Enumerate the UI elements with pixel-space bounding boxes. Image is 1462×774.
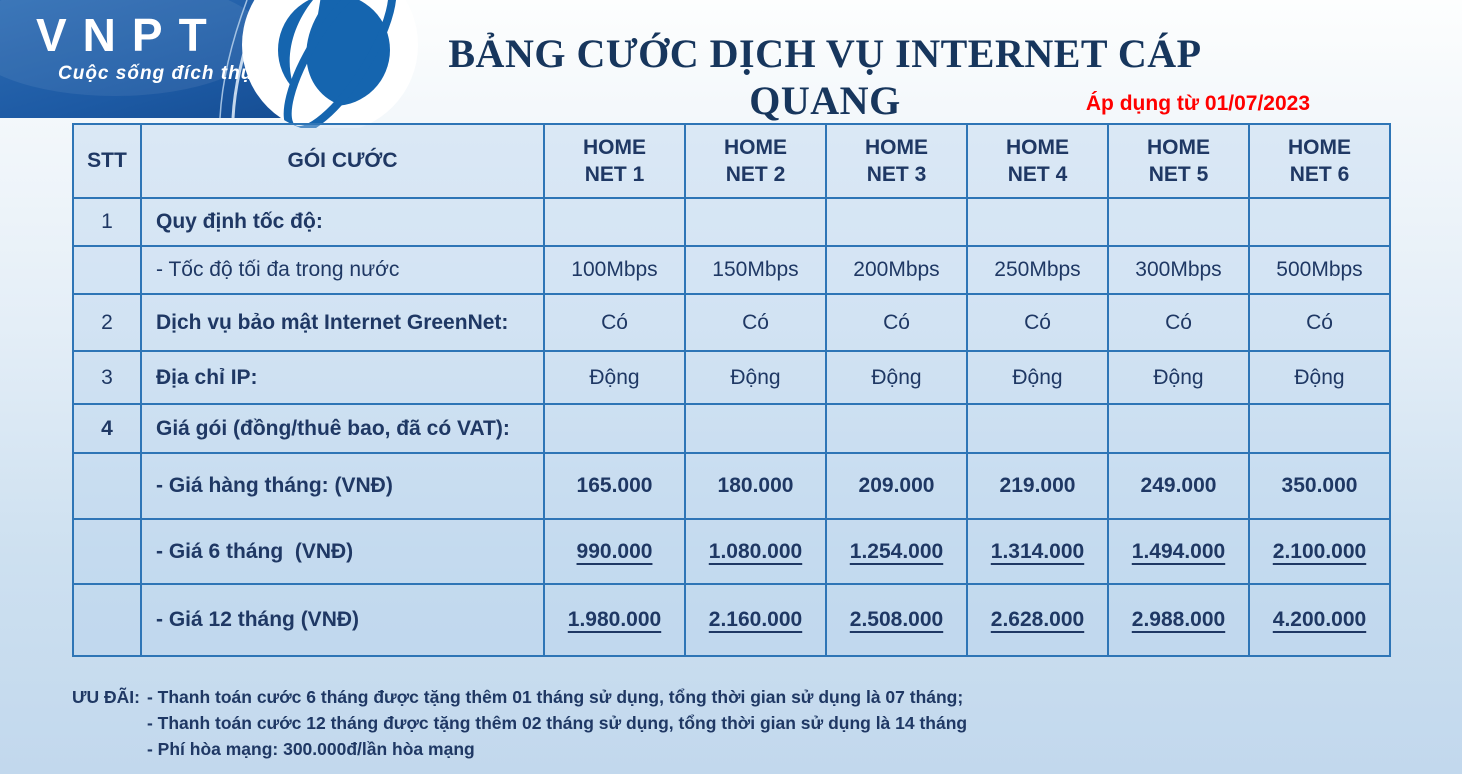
vnpt-globe-icon [278, 0, 397, 128]
cell-label: - Giá hàng tháng: (VNĐ) [140, 452, 545, 520]
brand-tagline: Cuộc sống đích thực [58, 63, 267, 84]
column-header-plan-6: HOME NET 6 [1248, 123, 1391, 199]
pricing-table: STT GÓI CƯỚC HOME NET 1 HOME NET 2 HOME NET 3… [72, 123, 1391, 657]
cell-value: 1.980.000 [543, 583, 686, 657]
banner-graphic [0, 0, 418, 128]
cell-value: Có [966, 293, 1109, 352]
page-title: BẢNG CƯỚC DỊCH VỤ INTERNET CÁP QUANG [448, 31, 1202, 123]
cell-stt: 1 [72, 197, 142, 247]
promo-note-line: - Phí hòa mạng: 300.000đ/lần hòa mạng [146, 739, 475, 759]
cell-value: Động [1248, 350, 1391, 405]
cell-value: 150Mbps [684, 245, 827, 295]
column-header-plan-4: HOME NET 4 [966, 123, 1109, 199]
cell-value: 300Mbps [1107, 245, 1250, 295]
cell-value: 2.508.000 [825, 583, 968, 657]
promo-note-line: - Thanh toán cước 6 tháng được tặng thêm… [146, 687, 964, 707]
cell-stt [72, 583, 142, 657]
table-row: 1 Quy định tốc độ: [72, 197, 1391, 247]
cell-value: 4.200.000 [1248, 583, 1391, 657]
cell-stt [72, 518, 142, 585]
cell-value: 1.314.000 [966, 518, 1109, 585]
cell-value [684, 403, 827, 454]
cell-value: Động [966, 350, 1109, 405]
cell-value: Động [1107, 350, 1250, 405]
cell-value: Có [1248, 293, 1391, 352]
cell-value: Có [825, 293, 968, 352]
table-row: - Giá 6 tháng (VNĐ) 990.000 1.080.000 1.254… [72, 518, 1391, 585]
cell-value [1248, 197, 1391, 247]
cell-value [825, 197, 968, 247]
promo-notes: ƯU ĐÃI: - Thanh toán cước 6 tháng được t… [72, 684, 967, 762]
cell-value: 250Mbps [966, 245, 1109, 295]
cell-label: - Giá 12 tháng (VNĐ) [140, 583, 545, 657]
cell-value: 500Mbps [1248, 245, 1391, 295]
column-header-stt: STT [72, 123, 142, 199]
cell-value: 350.000 [1248, 452, 1391, 520]
table-header-row: STT GÓI CƯỚC HOME NET 1 HOME NET 2 HOME NET 3… [72, 123, 1391, 199]
cell-value [966, 403, 1109, 454]
cell-value: Động [543, 350, 686, 405]
cell-value: 219.000 [966, 452, 1109, 520]
cell-value [543, 403, 686, 454]
promo-label: ƯU ĐÃI: [72, 687, 140, 707]
cell-value [1107, 403, 1250, 454]
cell-value: 2.628.000 [966, 583, 1109, 657]
cell-value: Có [684, 293, 827, 352]
cell-value: Có [543, 293, 686, 352]
cell-label: Địa chỉ IP: [140, 350, 545, 405]
cell-value: 2.988.000 [1107, 583, 1250, 657]
promo-note-line: - Thanh toán cước 12 tháng được tặng thê… [146, 713, 968, 733]
table-row: 4 Giá gói (đồng/thuê bao, đã có VAT): [72, 403, 1391, 454]
cell-value: Có [1107, 293, 1250, 352]
cell-value [1248, 403, 1391, 454]
vnpt-logo-text: VNPT [36, 9, 223, 61]
cell-label: - Giá 6 tháng (VNĐ) [140, 518, 545, 585]
cell-value: 1.080.000 [684, 518, 827, 585]
column-header-plan-3: HOME NET 3 [825, 123, 968, 199]
table-row: - Giá 12 tháng (VNĐ) 1.980.000 2.160.000 2.… [72, 583, 1391, 657]
cell-value: 1.254.000 [825, 518, 968, 585]
cell-stt: 4 [72, 403, 142, 454]
cell-value: 180.000 [684, 452, 827, 520]
cell-label: - Tốc độ tối đa trong nước [140, 245, 545, 295]
cell-value [1107, 197, 1250, 247]
cell-value: 209.000 [825, 452, 968, 520]
table-row: 3 Địa chỉ IP: Động Động Động Động Động Động [72, 350, 1391, 405]
cell-stt [72, 245, 142, 295]
cell-value: Động [825, 350, 968, 405]
cell-value: Động [684, 350, 827, 405]
cell-stt: 2 [72, 293, 142, 352]
cell-value: 249.000 [1107, 452, 1250, 520]
cell-value: 200Mbps [825, 245, 968, 295]
cell-stt [72, 452, 142, 520]
column-header-plan-5: HOME NET 5 [1107, 123, 1250, 199]
cell-value: 165.000 [543, 452, 686, 520]
promo-note-list: - Thanh toán cước 6 tháng được tặng thêm… [147, 684, 967, 762]
effective-date: Áp dụng từ 01/07/2023 [1085, 92, 1310, 115]
cell-stt: 3 [72, 350, 142, 405]
cell-value [825, 403, 968, 454]
column-header-plan-1: HOME NET 1 [543, 123, 686, 199]
cell-value [543, 197, 686, 247]
cell-value: 1.494.000 [1107, 518, 1250, 585]
cell-value: 2.100.000 [1248, 518, 1391, 585]
column-header-goi-cuoc: GÓI CƯỚC [140, 123, 545, 199]
table-row: - Giá hàng tháng: (VNĐ) 165.000 180.000 209… [72, 452, 1391, 520]
cell-label: Quy định tốc độ: [140, 197, 545, 247]
cell-label: Dịch vụ bảo mật Internet GreenNet: [140, 293, 545, 352]
table-row: - Tốc độ tối đa trong nước 100Mbps 150Mbps… [72, 245, 1391, 295]
cell-value: 100Mbps [543, 245, 686, 295]
cell-value [684, 197, 827, 247]
vnpt-logo-banner: VNPT Cuộc sống đích thực [0, 0, 470, 128]
cell-value: 2.160.000 [684, 583, 827, 657]
column-header-plan-2: HOME NET 2 [684, 123, 827, 199]
table-row: 2 Dịch vụ bảo mật Internet GreenNet: Có Có C… [72, 293, 1391, 352]
cell-value: 990.000 [543, 518, 686, 585]
cell-label: Giá gói (đồng/thuê bao, đã có VAT): [140, 403, 545, 454]
cell-value [966, 197, 1109, 247]
